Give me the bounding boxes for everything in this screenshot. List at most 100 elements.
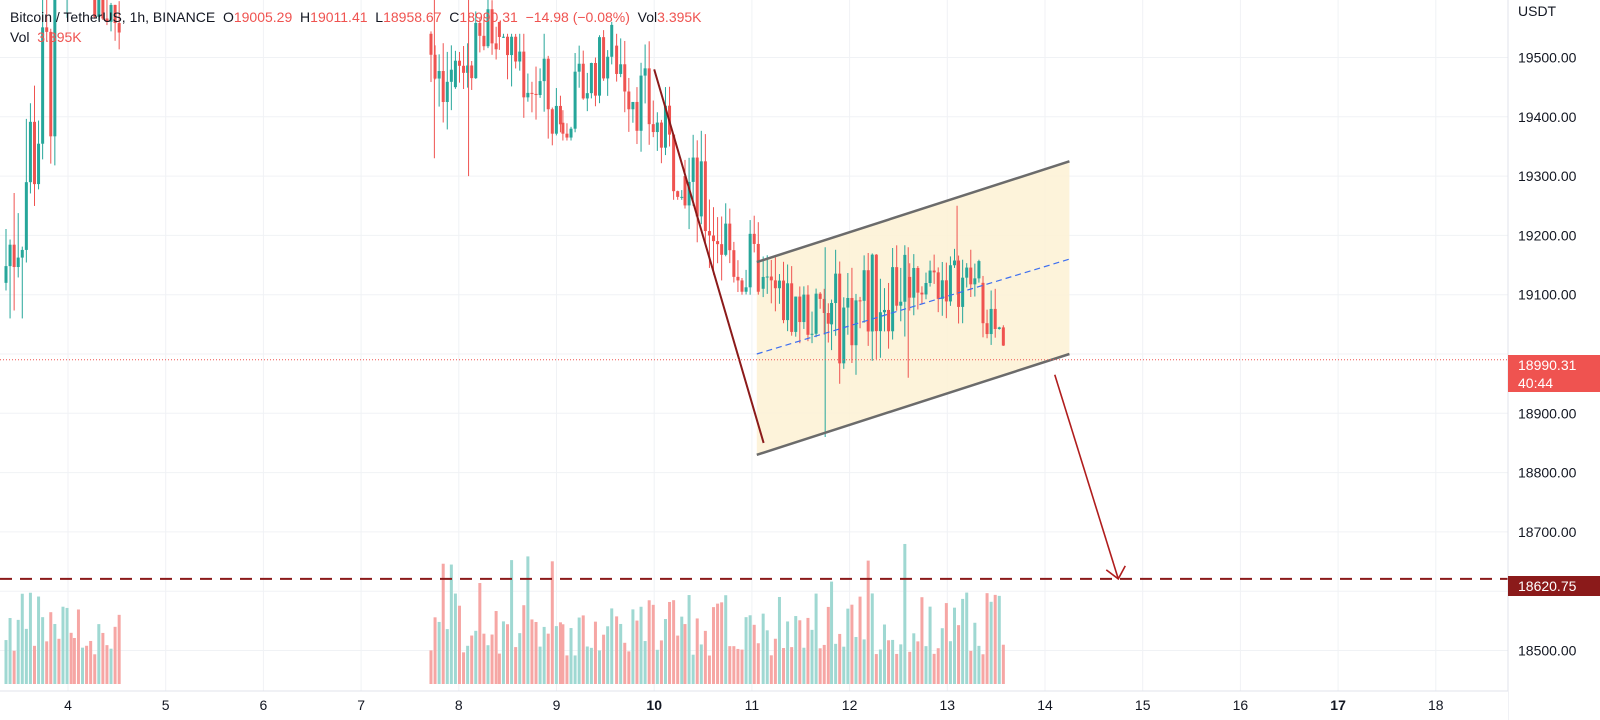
- candle-up[interactable]: [724, 223, 728, 255]
- candle-down[interactable]: [752, 233, 756, 244]
- candle-up[interactable]: [610, 24, 614, 57]
- candle-down[interactable]: [534, 93, 538, 96]
- candle-up[interactable]: [538, 81, 542, 96]
- candle-down[interactable]: [736, 276, 740, 281]
- impulse-trend-line[interactable]: [653, 69, 765, 444]
- candle-down[interactable]: [497, 21, 501, 37]
- candle-down[interactable]: [651, 124, 655, 133]
- candle-up[interactable]: [41, 27, 45, 144]
- candle-down[interactable]: [581, 63, 585, 99]
- candle-down[interactable]: [944, 280, 948, 302]
- candle-up[interactable]: [680, 196, 684, 198]
- candle-up[interactable]: [589, 63, 593, 94]
- candle-up[interactable]: [526, 92, 530, 98]
- candle-up[interactable]: [786, 283, 790, 321]
- candle-down[interactable]: [695, 157, 699, 217]
- candle-up[interactable]: [891, 267, 895, 332]
- candle-down[interactable]: [546, 58, 550, 110]
- candle-down[interactable]: [806, 294, 810, 335]
- candle-down[interactable]: [712, 235, 716, 242]
- candle-up[interactable]: [518, 51, 522, 62]
- candle-down[interactable]: [623, 64, 627, 92]
- candle-down[interactable]: [798, 296, 802, 323]
- candle-up[interactable]: [912, 267, 916, 298]
- candle-down[interactable]: [887, 309, 891, 332]
- candle-up[interactable]: [606, 56, 610, 79]
- candle-up[interactable]: [794, 296, 798, 332]
- candle-down[interactable]: [716, 241, 720, 245]
- candle-down[interactable]: [916, 267, 920, 293]
- candle-up[interactable]: [854, 300, 858, 346]
- candle-down[interactable]: [490, 9, 494, 44]
- candle-down[interactable]: [1001, 327, 1005, 346]
- candle-down[interactable]: [740, 280, 744, 292]
- candle-down[interactable]: [93, 0, 97, 17]
- candle-up[interactable]: [585, 93, 589, 99]
- candle-down[interactable]: [981, 282, 985, 324]
- candle-up[interactable]: [577, 63, 581, 72]
- candle-up[interactable]: [973, 278, 977, 285]
- candle-up[interactable]: [4, 266, 8, 283]
- candle-down[interactable]: [838, 273, 842, 364]
- candle-up[interactable]: [501, 36, 505, 38]
- candle-up[interactable]: [744, 287, 748, 292]
- candle-down[interactable]: [550, 109, 554, 134]
- candle-down[interactable]: [433, 54, 437, 79]
- candle-up[interactable]: [655, 122, 659, 133]
- candle-up[interactable]: [510, 36, 514, 56]
- candle-down[interactable]: [117, 23, 121, 33]
- candle-up[interactable]: [989, 308, 993, 335]
- candle-down[interactable]: [703, 161, 707, 232]
- candle-up[interactable]: [948, 265, 952, 302]
- candle-down[interactable]: [732, 250, 736, 277]
- candle-up[interactable]: [449, 69, 453, 82]
- candle-down[interactable]: [858, 300, 862, 302]
- candle-up[interactable]: [765, 276, 769, 278]
- candle-down[interactable]: [441, 71, 445, 103]
- candle-down[interactable]: [659, 122, 663, 148]
- candle-up[interactable]: [691, 157, 695, 182]
- candle-up[interactable]: [834, 273, 838, 304]
- candle-up[interactable]: [830, 303, 834, 325]
- candle-down[interactable]: [482, 35, 486, 47]
- candle-up[interactable]: [802, 294, 806, 323]
- candle-down[interactable]: [874, 254, 878, 332]
- candle-up[interactable]: [97, 0, 101, 17]
- candle-up[interactable]: [928, 270, 932, 283]
- candle-up[interactable]: [903, 254, 907, 302]
- candle-down[interactable]: [756, 243, 760, 292]
- candle-down[interactable]: [822, 298, 826, 314]
- candle-up[interactable]: [699, 161, 703, 217]
- candle-up[interactable]: [542, 58, 546, 82]
- candle-down[interactable]: [113, 4, 117, 24]
- candle-down[interactable]: [773, 280, 777, 289]
- candle-down[interactable]: [494, 43, 498, 50]
- candle-up[interactable]: [474, 22, 478, 79]
- candle-up[interactable]: [53, 0, 57, 137]
- candle-down[interactable]: [602, 37, 606, 79]
- candle-down[interactable]: [672, 134, 676, 192]
- candle-down[interactable]: [957, 260, 961, 307]
- candle-down[interactable]: [920, 292, 924, 295]
- candle-down[interactable]: [790, 283, 794, 332]
- candle-down[interactable]: [522, 51, 526, 98]
- candle-up[interactable]: [466, 65, 470, 73]
- projection-arrow-line[interactable]: [1054, 374, 1120, 580]
- candle-up[interactable]: [24, 182, 28, 250]
- candle-down[interactable]: [627, 91, 631, 110]
- candle-up[interactable]: [882, 309, 886, 313]
- channel-lower-line[interactable]: [756, 352, 1070, 456]
- candle-up[interactable]: [899, 301, 903, 306]
- candle-up[interactable]: [8, 244, 12, 267]
- candle-up[interactable]: [777, 280, 781, 289]
- candle-up[interactable]: [437, 71, 441, 79]
- candle-up[interactable]: [977, 261, 981, 279]
- candle-down[interactable]: [565, 133, 569, 138]
- candle-up[interactable]: [598, 37, 602, 96]
- candle-down[interactable]: [470, 65, 474, 79]
- candle-down[interactable]: [478, 22, 482, 36]
- candle-up[interactable]: [997, 327, 1001, 330]
- candle-down[interactable]: [932, 270, 936, 273]
- candle-down[interactable]: [936, 272, 940, 299]
